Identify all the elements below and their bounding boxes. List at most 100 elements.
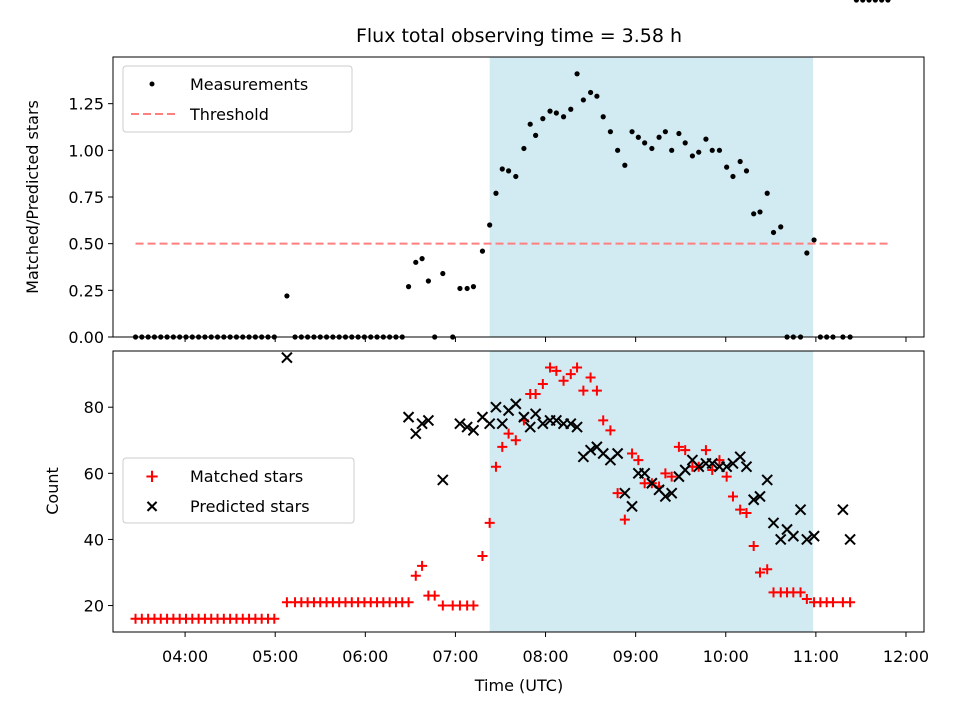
measurements-point — [757, 209, 763, 215]
matched-stars-point — [468, 600, 479, 611]
measurements-point — [405, 284, 412, 290]
matched-stars-point — [827, 597, 838, 608]
chart-title: Flux total observing time = 3.58 h — [356, 25, 682, 47]
counts-panel-frame — [112, 350, 925, 633]
matched-stars-point — [598, 415, 609, 426]
ratio-panel-marks — [132, 0, 891, 340]
matched-stars-point — [537, 379, 548, 390]
predicted-stars-point — [693, 460, 705, 473]
measurements-point — [479, 248, 486, 254]
measurements-point — [580, 97, 586, 103]
ratio-panel-y-axis-label: Matched/Predicted stars — [23, 100, 42, 294]
predicted-stars-point — [422, 414, 435, 427]
predicted-stars-point — [410, 427, 422, 440]
threshold-legend-label: Threshold — [189, 105, 269, 124]
matched-stars-point — [510, 435, 521, 446]
measurements-point — [703, 136, 709, 142]
predicted-stars-point — [808, 530, 820, 542]
predicted-stars-point — [767, 517, 780, 529]
x-tick-label: 10:00 — [703, 647, 749, 666]
measurements-point — [662, 129, 668, 135]
measurements-point — [724, 164, 730, 170]
measurements-point — [696, 149, 702, 155]
predicted-stars-point — [679, 464, 691, 476]
measurements-point — [885, 0, 891, 3]
measurements-point — [709, 147, 715, 153]
matched-stars-point — [605, 425, 616, 436]
measurements-point — [505, 168, 512, 174]
measurements-point — [615, 147, 621, 153]
measurements-point — [676, 130, 682, 137]
counts-panel-legend: + Matched stars × Predicted stars — [122, 457, 355, 524]
counts-panel-y-axis-label: Count — [43, 467, 62, 515]
predicted-stars-point — [454, 418, 466, 430]
predicted-stars-point — [787, 530, 800, 542]
matched-stars-point — [497, 441, 508, 452]
measurements-point — [499, 166, 505, 172]
measurements-point — [540, 116, 546, 122]
matched-stars-point — [530, 388, 541, 399]
counts-panel-y-ticks: 20 40 60 80 — [84, 398, 113, 616]
measurements-point — [547, 108, 553, 114]
measurements-point — [689, 153, 696, 159]
matched-stars-point — [429, 590, 440, 601]
measurements-point — [600, 114, 606, 120]
measurements-point — [682, 140, 688, 146]
predicted-stars-point — [611, 447, 624, 460]
predicted-stars-point — [571, 421, 583, 433]
matched-stars-point — [673, 441, 684, 452]
x-tick-label: 07:00 — [432, 647, 478, 666]
predicted-stars-point — [584, 444, 597, 456]
ratio-panel-y-ticks: 0.00 0.25 0.50 0.75 1.00 1.25 — [68, 95, 113, 347]
measurements-point — [457, 285, 463, 292]
measurements-point — [860, 0, 866, 3]
predicted-stars-point — [518, 411, 530, 423]
counts-y-tick-label: 60 — [84, 464, 104, 483]
measurements-point — [669, 147, 675, 153]
matched-stars-point — [403, 597, 414, 608]
matched-stars-point — [417, 560, 428, 571]
measurements-point — [284, 293, 290, 299]
x-tick-label: 06:00 — [342, 647, 388, 666]
ratio-panel-x-ticks — [184, 337, 907, 342]
measurements-point — [629, 129, 635, 135]
predicted-stars-point — [747, 494, 760, 506]
matched-stars-point — [591, 385, 602, 396]
predicted-stars-point — [734, 451, 746, 463]
predicted-stars-point — [490, 401, 502, 413]
predicted-stars-point — [437, 474, 449, 486]
x-tick-label: 08:00 — [522, 647, 568, 666]
matched-stars-point — [545, 362, 556, 373]
matched-stars-legend-marker: + — [144, 466, 159, 487]
measurements-point — [853, 0, 860, 3]
matched-stars-point — [503, 428, 514, 439]
measurements-point — [751, 211, 757, 217]
measurements-point — [811, 237, 817, 243]
matched-stars-point — [748, 541, 759, 552]
matched-stars-point — [490, 461, 501, 472]
matched-stars-point — [801, 593, 812, 604]
matched-stars-point — [612, 488, 623, 499]
predicted-stars-point — [801, 533, 813, 546]
measurements-point — [607, 129, 614, 135]
measurements-point — [560, 114, 567, 120]
predicted-stars-point — [754, 490, 766, 503]
measurements-point — [425, 278, 431, 284]
measurements-point — [866, 0, 872, 3]
matched-stars-point — [762, 564, 773, 575]
predicted-stars-point — [794, 503, 807, 516]
matched-stars-point — [410, 570, 421, 581]
measurements-point — [487, 222, 493, 228]
ratio-y-tick-label: 0.25 — [68, 281, 104, 300]
measurements-point — [493, 190, 499, 196]
measurements-point — [527, 121, 533, 127]
matched-stars-point — [735, 504, 746, 515]
predicted-stars-legend-label: Predicted stars — [190, 497, 310, 516]
predicted-stars-point — [775, 533, 787, 546]
matched-stars-point — [845, 597, 856, 608]
ratio-panel-legend: Measurements Threshold — [122, 65, 353, 133]
measurements-point — [635, 134, 641, 140]
measurements-point — [419, 256, 425, 262]
matched-stars-point — [633, 455, 644, 466]
matched-stars-point — [795, 587, 806, 598]
